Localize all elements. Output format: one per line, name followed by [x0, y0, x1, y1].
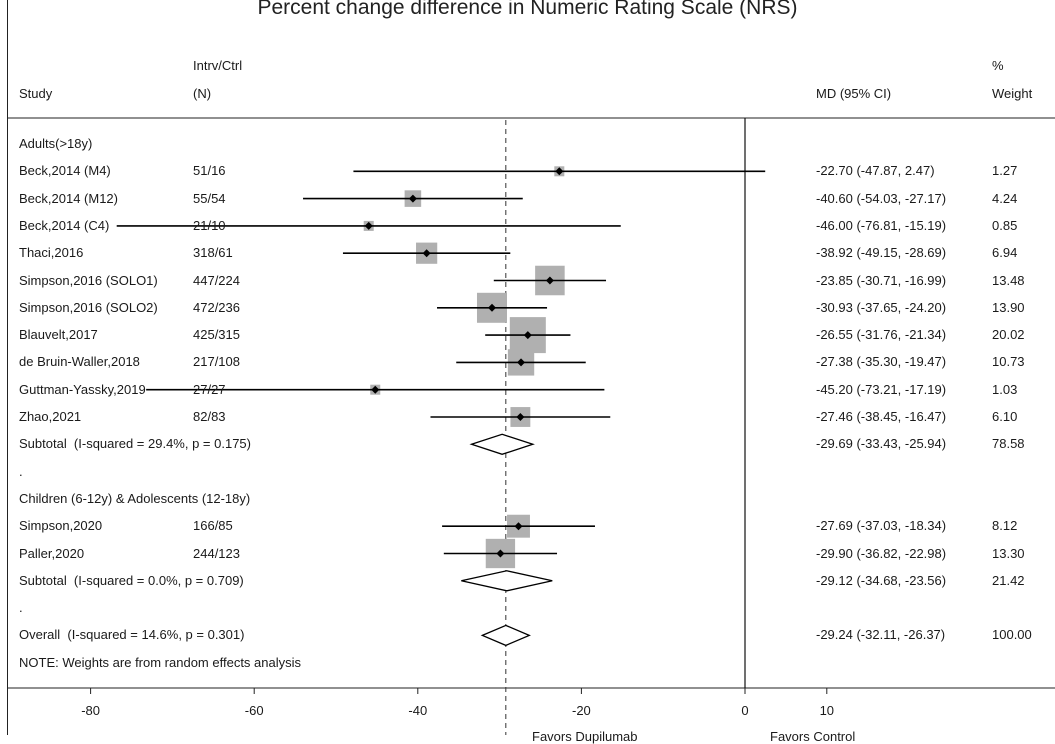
- point-estimate: [516, 413, 525, 421]
- study-n: 27/27: [193, 381, 226, 397]
- x-tick-label: -80: [81, 703, 100, 718]
- study-n: 472/236: [193, 299, 240, 315]
- study-label: Guttman-Yassky,2019: [19, 381, 146, 397]
- study-n: 82/83: [193, 409, 226, 424]
- study-ci-text: -26.55 (-31.76, -21.34): [816, 327, 947, 343]
- study-label: Beck,2014 (M12): [19, 190, 118, 206]
- study-weight: 1.03: [992, 381, 1018, 397]
- overall-weight: 100.00: [992, 627, 1032, 643]
- subtotal-label: Subtotal (I-squared = 0.0%, p = 0.709): [19, 572, 244, 588]
- axis-label-right: Favors Control: [770, 729, 856, 744]
- study-weight: 6.94: [992, 245, 1018, 261]
- study-weight: 6.10: [992, 409, 1018, 424]
- study-ci-text: -29.90 (-36.82, -22.98): [816, 545, 947, 561]
- study-n: 244/123: [193, 545, 240, 561]
- study-weight: 13.30: [992, 545, 1025, 561]
- point-estimate: [514, 522, 523, 531]
- study-weight: 1.27: [992, 163, 1018, 179]
- point-estimate: [408, 194, 417, 203]
- study-ci-text: -30.93 (-37.65, -24.20): [816, 299, 947, 315]
- study-ci-text: -46.00 (-76.81, -15.19): [816, 217, 947, 233]
- header-weight-top: %: [992, 58, 1004, 73]
- x-tick-label: -20: [571, 703, 591, 718]
- subtotal-diamond: [461, 570, 553, 592]
- study-n: 21/10: [193, 217, 226, 233]
- study-label: Simpson,2020: [19, 518, 103, 534]
- study-ci-text: -40.60 (-54.03, -27.17): [816, 190, 947, 206]
- point-estimate: [364, 221, 373, 230]
- study-ci-text: -27.38 (-35.30, -19.47): [816, 354, 947, 370]
- study-ci-text: -23.85 (-30.71, -16.99): [816, 272, 947, 288]
- study-weight: 8.12: [992, 518, 1018, 534]
- point-estimate: [545, 276, 554, 285]
- point-estimate: [422, 249, 431, 258]
- point-estimate: [496, 549, 505, 558]
- spacer-dot: .: [19, 600, 23, 616]
- study-n: 55/54: [193, 190, 226, 206]
- study-weight: 13.48: [992, 272, 1025, 288]
- study-ci-text: -45.20 (-73.21, -17.19): [816, 381, 947, 397]
- axis-label-left: Favors Dupilumab: [532, 729, 638, 744]
- study-n: 425/315: [193, 327, 240, 343]
- study-ci-text: -27.69 (-37.03, -18.34): [816, 518, 947, 534]
- study-ci-text: -38.92 (-49.15, -28.69): [816, 245, 947, 261]
- study-label: Zhao,2021: [19, 409, 82, 424]
- subtotal-ci-text: -29.69 (-33.43, -25.94): [816, 436, 947, 452]
- header-weight-bottom: Weight: [992, 86, 1033, 101]
- header-ci: MD (95% CI): [816, 86, 892, 101]
- overall-diamond: [480, 624, 531, 647]
- x-tick-label: -40: [408, 703, 428, 718]
- header-study: Study: [19, 86, 53, 101]
- study-label: Simpson,2016 (SOLO1): [19, 272, 158, 288]
- note-text: NOTE: Weights are from random effects an…: [19, 654, 302, 670]
- subtotal-diamond: [469, 433, 535, 455]
- study-weight: 13.90: [992, 299, 1025, 315]
- study-weight: 4.24: [992, 190, 1018, 206]
- group-label: Adults(>18y): [19, 136, 93, 151]
- study-weight: 10.73: [992, 354, 1025, 370]
- study-ci-text: -22.70 (-47.87, 2.47): [816, 163, 935, 179]
- point-estimate: [523, 331, 532, 340]
- study-label: Paller,2020: [19, 545, 85, 561]
- study-weight: 0.85: [992, 217, 1018, 233]
- overall-ci-text: -29.24 (-32.11, -26.37): [816, 627, 946, 643]
- chart-title: Percent change difference in Numeric Rat…: [257, 0, 798, 19]
- x-tick-label: -60: [244, 703, 264, 718]
- study-label: Beck,2014 (C4): [19, 217, 110, 233]
- group-label: Children (6-12y) & Adolescents (12-18y): [19, 490, 251, 506]
- subtotal-weight: 21.42: [992, 572, 1025, 588]
- overall-label: Overall (I-squared = 14.6%, p = 0.301): [19, 627, 245, 643]
- study-label: Simpson,2016 (SOLO2): [19, 299, 158, 315]
- study-n: 447/224: [193, 272, 240, 288]
- study-n: 318/61: [193, 245, 233, 261]
- study-n: 166/85: [193, 518, 233, 534]
- x-tick-label: 10: [819, 703, 835, 718]
- x-tick-label: 0: [741, 703, 749, 718]
- point-estimate: [487, 303, 496, 312]
- point-estimate: [517, 358, 526, 367]
- study-label: Thaci,2016: [19, 245, 84, 261]
- subtotal-label: Subtotal (I-squared = 29.4%, p = 0.175): [19, 436, 251, 452]
- spacer-dot: .: [19, 463, 23, 479]
- study-ci-text: -27.46 (-38.45, -16.47): [816, 409, 947, 424]
- study-label: Blauvelt,2017: [19, 327, 98, 343]
- study-n: 51/16: [193, 163, 226, 179]
- subtotal-weight: 78.58: [992, 436, 1025, 452]
- point-estimate: [371, 385, 380, 394]
- header-n-top: Intrv/Ctrl: [193, 58, 243, 73]
- header-n-bottom: (N): [193, 86, 212, 101]
- study-n: 217/108: [193, 354, 240, 370]
- subtotal-ci-text: -29.12 (-34.68, -23.56): [816, 572, 947, 588]
- study-weight: 20.02: [992, 327, 1025, 343]
- frame-left-border: [7, 0, 8, 735]
- study-label: Beck,2014 (M4): [19, 163, 111, 179]
- point-estimate: [555, 167, 564, 176]
- study-label: de Bruin-Waller,2018: [19, 354, 140, 370]
